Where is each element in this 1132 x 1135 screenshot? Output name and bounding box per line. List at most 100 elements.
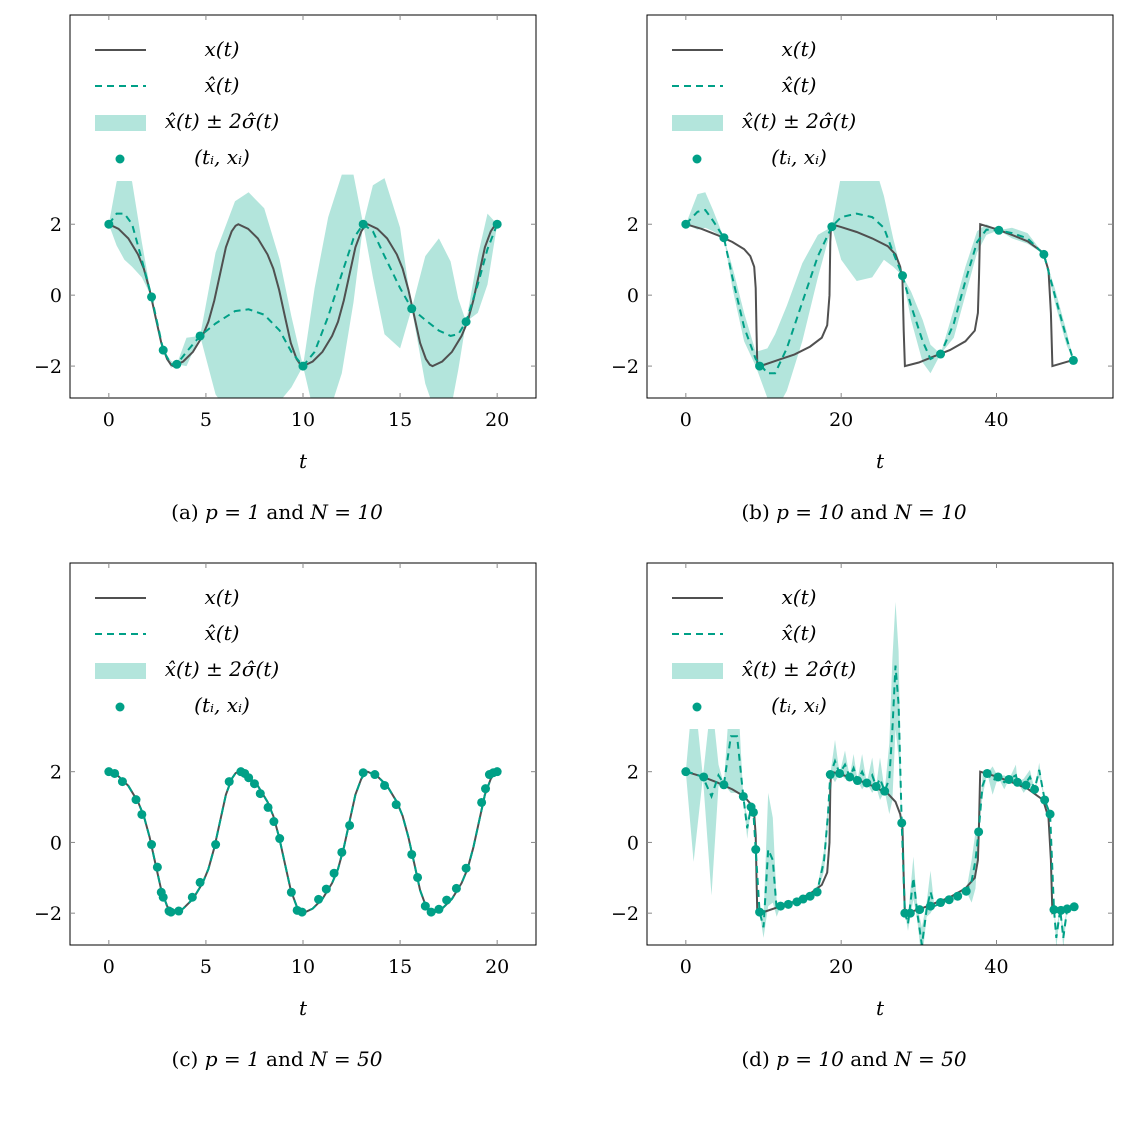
observation-point xyxy=(263,802,273,812)
legend-label-estimate: x̂(t) xyxy=(782,73,817,97)
subplot-b: x(t) x̂(t) x̂(t) ± 2σ̂(t) (tᵢ, xᵢ) 0 20 40 −2 0 2… xyxy=(611,14,1114,524)
observation-point xyxy=(719,780,729,790)
y-tick-label: 2 xyxy=(627,214,639,236)
observation-point xyxy=(104,219,114,229)
plot-area xyxy=(104,767,502,917)
observation-point xyxy=(805,891,815,901)
observation-point xyxy=(719,233,729,243)
observation-point xyxy=(681,219,691,229)
observation-point xyxy=(1049,905,1059,915)
x-tick-label: 5 xyxy=(200,409,212,431)
y-tick-label: −2 xyxy=(34,903,62,925)
observation-point xyxy=(434,904,444,914)
confidence-band xyxy=(685,601,1075,945)
legend-band-swatch xyxy=(672,115,723,131)
x-tick-label: 20 xyxy=(829,409,853,431)
observation-point xyxy=(329,868,339,878)
observation-point xyxy=(152,862,162,872)
y-tick-label: 2 xyxy=(50,214,62,236)
observation-point xyxy=(1062,904,1072,914)
observation-point xyxy=(391,800,401,810)
observation-point xyxy=(110,768,120,778)
legend-observation-swatch xyxy=(692,702,702,712)
observation-point xyxy=(195,877,205,887)
observation-point xyxy=(249,779,259,789)
caption-label: (b) xyxy=(741,500,769,524)
x-tick-label: 0 xyxy=(680,956,692,978)
legend-label-band: x̂(t) ± 2σ̂(t) xyxy=(165,657,279,681)
observation-point xyxy=(147,840,157,850)
legend-label-truth: x(t) xyxy=(205,585,240,609)
x-tick-label: 40 xyxy=(984,956,1008,978)
observation-point xyxy=(413,872,423,882)
observation-point xyxy=(1030,784,1040,794)
observation-point xyxy=(407,304,417,314)
caption-and: and xyxy=(260,1047,304,1071)
x-tick-label: 15 xyxy=(388,409,412,431)
observation-point xyxy=(827,222,837,232)
caption-N: N = 10 xyxy=(888,500,967,524)
truth-line xyxy=(685,222,1075,368)
observation-point xyxy=(370,770,380,780)
observation-point xyxy=(993,772,1003,782)
x-tick-label: 20 xyxy=(485,956,509,978)
observation-point xyxy=(897,818,907,828)
legend-band-swatch xyxy=(95,663,146,679)
observation-point xyxy=(751,845,761,854)
observation-point xyxy=(298,361,308,371)
caption-label: (c) xyxy=(172,1047,199,1071)
observation-point xyxy=(172,359,182,369)
y-tick-label: 2 xyxy=(50,762,62,784)
observation-point xyxy=(286,887,296,897)
observation-point xyxy=(477,797,487,807)
observation-point xyxy=(1040,795,1050,805)
observation-point xyxy=(481,784,491,794)
x-tick-label: 40 xyxy=(984,409,1008,431)
y-tick-label: −2 xyxy=(611,356,639,378)
caption-label: (a) xyxy=(171,500,199,524)
caption-label: (d) xyxy=(741,1047,769,1071)
observation-point xyxy=(880,786,890,796)
caption-p: p = 1 xyxy=(199,500,260,524)
legend-label-observations: (tᵢ, xᵢ) xyxy=(771,693,827,717)
y-tick-label: 0 xyxy=(627,285,639,307)
observation-point xyxy=(776,901,786,911)
observation-point xyxy=(1039,249,1049,259)
subplot-a: x(t)x̂(t)x̂(t) ± 2σ̂(t)(tᵢ, xᵢ)0 5 10 15 20−… xyxy=(34,14,537,524)
observation-point xyxy=(407,849,417,859)
observation-point xyxy=(461,317,471,327)
observation-point xyxy=(1012,777,1022,787)
observation-point xyxy=(275,834,285,844)
observation-point xyxy=(835,768,845,778)
observation-point xyxy=(936,898,946,908)
caption-N: N = 50 xyxy=(888,1047,967,1071)
observation-point xyxy=(748,807,758,817)
y-tick-label: −2 xyxy=(611,903,639,925)
subplot-caption: (a) p = 1 and N = 10 xyxy=(171,500,383,524)
confidence-band xyxy=(685,146,1074,398)
observation-point xyxy=(961,886,971,896)
x-tick-label: 10 xyxy=(291,409,315,431)
x-tick-label: 0 xyxy=(103,409,115,431)
observation-point xyxy=(380,780,390,790)
subplot-caption: (d) p = 10 and N = 50 xyxy=(741,1047,967,1071)
observation-point xyxy=(783,899,793,909)
plot-area xyxy=(104,167,502,398)
legend: x(t) x̂(t) x̂(t) ± 2σ̂(t) (tᵢ, xᵢ) xyxy=(84,577,306,729)
y-tick-label: 0 xyxy=(627,832,639,854)
legend-label-estimate: x̂(t) xyxy=(205,73,240,97)
x-axis-label: t xyxy=(299,449,308,473)
observation-point xyxy=(1004,774,1014,784)
confidence-band xyxy=(108,771,498,914)
plot-area xyxy=(681,146,1078,398)
observation-point xyxy=(358,219,368,229)
observation-point xyxy=(451,883,461,893)
estimate-line xyxy=(108,770,498,915)
observation-point xyxy=(345,820,355,830)
x-tick-label: 20 xyxy=(485,409,509,431)
observation-point xyxy=(738,791,748,801)
caption-and: and xyxy=(260,500,304,524)
observation-point xyxy=(936,349,946,359)
x-tick-label: 15 xyxy=(388,956,412,978)
